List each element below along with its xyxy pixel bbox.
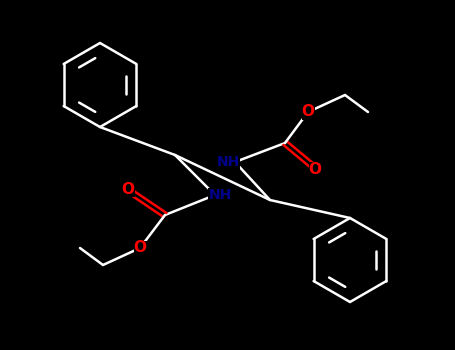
Text: NH: NH: [208, 188, 232, 202]
Text: O: O: [302, 105, 314, 119]
Text: O: O: [308, 161, 322, 176]
Text: NH: NH: [217, 155, 240, 169]
Text: O: O: [121, 182, 135, 196]
Text: O: O: [133, 240, 147, 256]
